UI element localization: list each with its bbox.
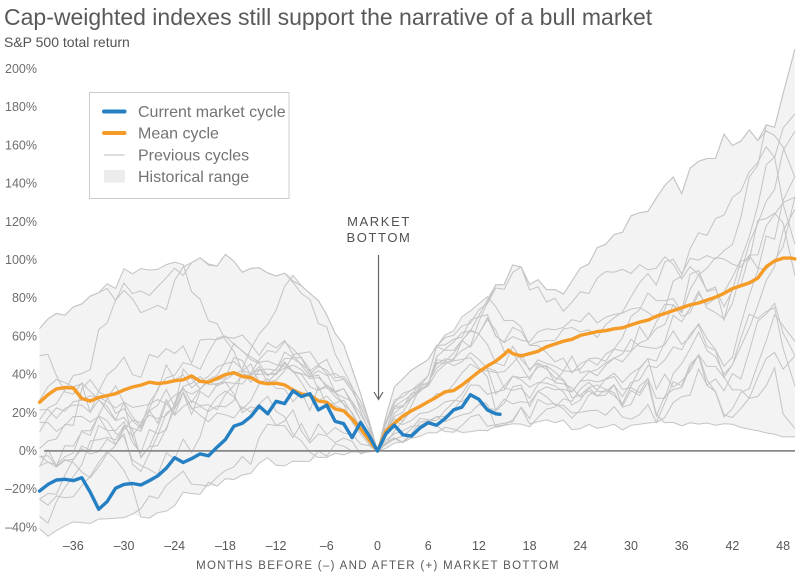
svg-text:6: 6 (425, 539, 432, 553)
svg-text:Current market cycle: Current market cycle (138, 104, 286, 121)
svg-text:140%: 140% (5, 177, 37, 191)
svg-text:36: 36 (675, 539, 689, 553)
svg-text:180%: 180% (5, 100, 37, 114)
svg-text:–24: –24 (164, 539, 185, 553)
svg-text:18: 18 (523, 539, 537, 553)
svg-text:60%: 60% (12, 329, 37, 343)
svg-text:–30: –30 (114, 539, 135, 553)
svg-text:80%: 80% (12, 291, 37, 305)
svg-text:30: 30 (624, 539, 638, 553)
svg-text:0: 0 (374, 539, 381, 553)
svg-text:BOTTOM: BOTTOM (347, 230, 412, 245)
svg-text:100%: 100% (5, 253, 37, 267)
svg-text:48: 48 (776, 539, 790, 553)
svg-text:–20%: –20% (5, 482, 37, 496)
svg-text:MONTHS BEFORE (–) AND AFTER (+: MONTHS BEFORE (–) AND AFTER (+) MARKET B… (196, 560, 560, 572)
svg-text:–12: –12 (266, 539, 287, 553)
svg-text:MARKET: MARKET (347, 214, 411, 229)
svg-text:40%: 40% (12, 368, 37, 382)
svg-text:20%: 20% (12, 406, 37, 420)
svg-text:200%: 200% (5, 62, 37, 76)
svg-text:42: 42 (725, 539, 739, 553)
svg-text:Previous cycles: Previous cycles (138, 147, 249, 164)
svg-text:S&P 500 total return: S&P 500 total return (4, 34, 130, 50)
svg-text:160%: 160% (5, 138, 37, 152)
svg-text:0%: 0% (19, 444, 37, 458)
svg-text:120%: 120% (5, 215, 37, 229)
svg-text:Historical range: Historical range (138, 169, 249, 186)
svg-text:Mean cycle: Mean cycle (138, 126, 219, 143)
svg-text:–6: –6 (320, 539, 334, 553)
svg-text:24: 24 (573, 539, 587, 553)
svg-text:Cap-weighted indexes still sup: Cap-weighted indexes still support the n… (4, 4, 653, 30)
svg-text:–36: –36 (63, 539, 84, 553)
svg-text:–40%: –40% (5, 520, 37, 534)
svg-text:12: 12 (472, 539, 486, 553)
svg-text:–18: –18 (215, 539, 236, 553)
